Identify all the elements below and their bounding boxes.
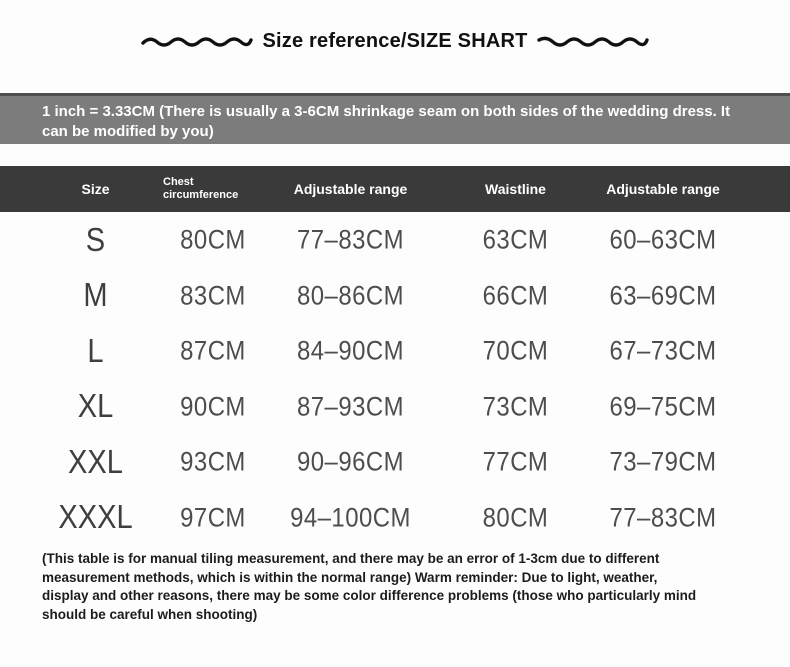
banner-line-2: can be modified by you) <box>42 123 214 140</box>
table-row-xxxl: XXXL 97CM 94–100CM 80CM 77–83CM <box>0 490 790 546</box>
table-row-xxl: XXL 93CM 90–96CM 77CM 73–79CM <box>0 434 790 490</box>
table-row-l: L 87CM 84–90CM 70CM 67–73CM <box>0 323 790 379</box>
measurement-disclaimer: (This table is for manual tiling measure… <box>0 545 790 624</box>
waist-range-value: 63–69CM <box>609 279 717 311</box>
chest-range-value: 94–100CM <box>290 501 411 533</box>
waist-value: 70CM <box>482 334 549 366</box>
chest-value: 87CM <box>180 334 246 366</box>
chest-range-value: 80–86CM <box>297 279 404 311</box>
waist-range-value: 60–63CM <box>609 223 717 255</box>
waist-value: 73CM <box>482 390 549 422</box>
chest-value: 93CM <box>180 445 246 477</box>
size-label: XL <box>77 386 114 425</box>
size-table-body: S 80CM 77–83CM 63CM 60–63CM M 83CM 80–86… <box>0 212 790 545</box>
chest-value: 80CM <box>180 223 246 255</box>
chest-value: 90CM <box>180 390 246 422</box>
header-waistline: Waistline <box>485 181 546 197</box>
chest-value: 97CM <box>180 501 246 533</box>
waist-value: 77CM <box>482 445 549 477</box>
table-row-m: M 83CM 80–86CM 66CM 63–69CM <box>0 268 790 324</box>
chest-range-value: 77–83CM <box>297 223 404 255</box>
size-table-header: Size Chest circumference Adjustable rang… <box>0 166 790 212</box>
table-row-xl: XL 90CM 87–93CM 73CM 69–75CM <box>0 379 790 435</box>
footer-line-4: should be careful when shooting) <box>42 606 258 622</box>
footer-line-1: (This table is for manual tiling measure… <box>42 551 660 566</box>
size-label: L <box>87 331 104 370</box>
header-size: Size <box>81 181 110 197</box>
banner-line-1: 1 inch = 3.33CM (There is usually a 3-6C… <box>42 103 731 120</box>
chest-value: 83CM <box>180 279 246 311</box>
size-label: S <box>85 220 106 259</box>
size-label: M <box>83 275 108 314</box>
title-row: Size reference/SIZE SHART <box>0 25 790 57</box>
chest-range-value: 90–96CM <box>297 445 404 477</box>
chest-range-value: 87–93CM <box>297 390 404 422</box>
header-adjustable-range-2: Adjustable range <box>606 181 720 197</box>
size-label: XXL <box>68 442 123 481</box>
footer-line-2: measurement methods, which is within the… <box>42 569 658 585</box>
footer-line-3: display and other reasons, there may be … <box>42 588 697 603</box>
waist-value: 66CM <box>482 279 549 311</box>
squiggle-right-icon <box>536 36 649 47</box>
waist-value: 80CM <box>482 501 549 533</box>
chest-range-value: 84–90CM <box>297 334 404 366</box>
size-label: XXXL <box>58 497 133 536</box>
waist-range-value: 67–73CM <box>609 334 717 366</box>
waist-range-value: 77–83CM <box>609 501 717 533</box>
header-chest-circumference: Chest circumference <box>163 176 239 201</box>
page-title: Size reference/SIZE SHART <box>262 29 528 52</box>
squiggle-left-icon <box>141 37 254 47</box>
header-adjustable-range-1: Adjustable range <box>293 181 408 197</box>
waist-range-value: 73–79CM <box>609 445 717 477</box>
waist-range-value: 69–75CM <box>609 390 717 422</box>
shrinkage-notice-banner: 1 inch = 3.33CM (There is usually a 3-6C… <box>0 93 790 144</box>
table-row-s: S 80CM 77–83CM 63CM 60–63CM <box>0 212 790 268</box>
waist-value: 63CM <box>482 223 549 255</box>
